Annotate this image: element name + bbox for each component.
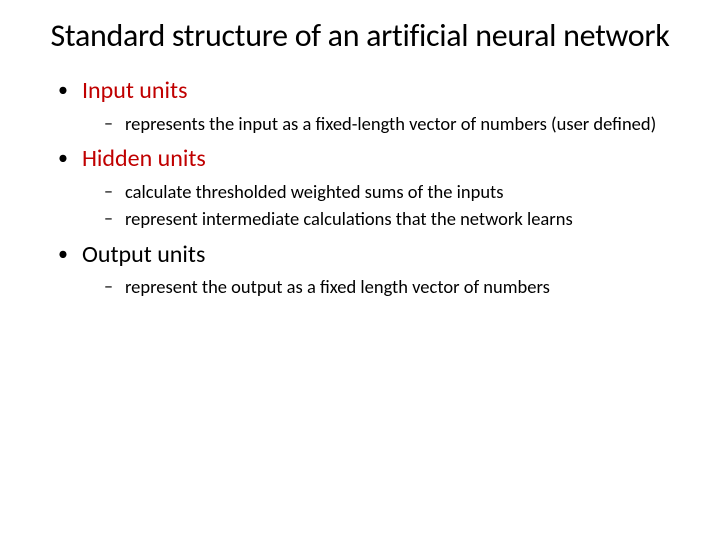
- bullet-dot-icon: •: [58, 241, 68, 267]
- section-output-units: • Output units – represent the output as…: [50, 241, 670, 299]
- dash-icon: –: [104, 112, 113, 135]
- dash-icon: –: [104, 180, 113, 203]
- subitem-text: calculate thresholded weighted sums of t…: [125, 180, 504, 203]
- heading-text: Hidden units: [82, 145, 206, 174]
- heading-text: Input units: [82, 77, 188, 106]
- bullet-subitem: – represents the input as a fixed-length…: [50, 112, 670, 135]
- bullet-heading: • Hidden units: [50, 145, 670, 174]
- bullet-subitem: – represent intermediate calculations th…: [50, 207, 670, 230]
- heading-text: Output units: [82, 241, 205, 270]
- bullet-dot-icon: •: [58, 77, 68, 103]
- slide-title: Standard structure of an artificial neur…: [50, 18, 670, 55]
- section-hidden-units: • Hidden units – calculate thresholded w…: [50, 145, 670, 231]
- subitem-text: represent intermediate calculations that…: [125, 207, 573, 230]
- bullet-subitem: – calculate thresholded weighted sums of…: [50, 180, 670, 203]
- subitem-text: represent the output as a fixed length v…: [125, 275, 550, 298]
- bullet-heading: • Output units: [50, 241, 670, 270]
- subitem-text: represents the input as a fixed-length v…: [125, 112, 656, 135]
- dash-icon: –: [104, 275, 113, 298]
- bullet-subitem: – represent the output as a fixed length…: [50, 275, 670, 298]
- dash-icon: –: [104, 207, 113, 230]
- section-input-units: • Input units – represents the input as …: [50, 77, 670, 135]
- bullet-dot-icon: •: [58, 145, 68, 171]
- bullet-heading: • Input units: [50, 77, 670, 106]
